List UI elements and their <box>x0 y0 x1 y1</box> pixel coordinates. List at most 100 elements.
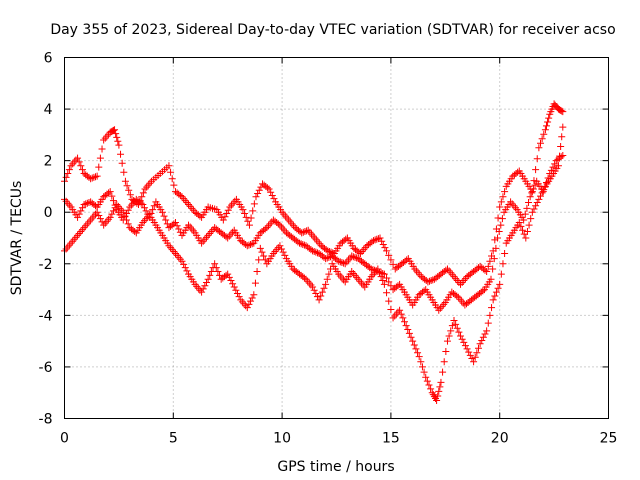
data-point-marker <box>142 215 150 223</box>
data-point-marker <box>188 225 196 233</box>
data-point-marker <box>358 248 366 256</box>
data-point-marker <box>311 234 319 242</box>
data-point-marker <box>74 154 82 162</box>
data-point-marker <box>520 216 528 224</box>
data-point-marker <box>170 248 178 256</box>
data-point-marker <box>435 387 443 395</box>
data-point-marker <box>456 295 464 303</box>
data-point-marker <box>313 293 321 301</box>
data-point-marker <box>103 132 111 140</box>
data-point-marker <box>168 175 176 183</box>
data-point-marker <box>401 318 408 326</box>
data-point-marker <box>336 258 344 266</box>
data-point-marker <box>267 188 275 196</box>
data-point-marker <box>528 189 536 197</box>
data-point-marker <box>471 353 479 361</box>
data-point-marker <box>542 122 550 130</box>
data-point-marker <box>426 277 434 285</box>
data-point-marker <box>526 193 534 201</box>
data-point-marker <box>283 214 291 222</box>
data-point-marker <box>356 277 364 285</box>
data-point-marker <box>255 256 263 264</box>
data-point-marker <box>385 278 393 286</box>
data-point-marker <box>412 267 420 275</box>
data-point-marker <box>537 139 544 147</box>
data-point-marker <box>489 296 497 304</box>
data-point-marker <box>304 277 312 285</box>
data-point-marker <box>75 229 83 237</box>
data-point-marker <box>438 302 446 310</box>
data-point-marker <box>80 224 88 232</box>
data-point-marker <box>281 212 289 220</box>
data-point-marker <box>227 277 235 285</box>
data-point-marker <box>532 202 540 210</box>
data-point-marker <box>299 240 307 248</box>
chart-title: Day 355 of 2023, Sidereal Day-to-day VTE… <box>50 22 615 38</box>
data-point-marker <box>396 306 404 314</box>
data-point-marker <box>521 210 529 218</box>
data-point-marker <box>448 322 456 330</box>
data-point-marker <box>77 207 85 215</box>
data-point-marker <box>111 204 119 212</box>
data-point-marker <box>170 181 178 189</box>
data-point-marker <box>113 200 121 208</box>
data-point-marker <box>496 203 504 211</box>
data-point-marker <box>372 267 380 275</box>
data-point-marker <box>158 208 166 216</box>
data-point-marker <box>65 201 73 209</box>
data-point-marker <box>394 308 402 316</box>
data-point-marker <box>121 212 129 220</box>
data-point-marker <box>530 205 538 213</box>
data-point-marker <box>376 234 384 242</box>
data-point-marker <box>380 280 388 288</box>
data-point-marker <box>143 183 151 191</box>
data-point-marker <box>491 292 499 300</box>
data-point-marker <box>90 212 98 220</box>
data-point-marker <box>455 328 463 336</box>
data-point-marker <box>214 268 222 276</box>
data-point-marker <box>478 336 486 344</box>
data-point-marker <box>458 278 466 286</box>
data-point-marker <box>241 210 249 218</box>
data-point-marker <box>72 233 80 241</box>
data-point-marker <box>442 266 450 274</box>
data-point-marker <box>323 275 331 283</box>
data-point-marker <box>256 244 264 252</box>
data-point-marker <box>344 256 352 264</box>
data-point-marker <box>238 298 246 306</box>
data-point-marker <box>206 271 214 279</box>
data-point-marker <box>278 223 286 231</box>
data-point-marker <box>310 248 318 256</box>
data-point-marker <box>355 248 363 256</box>
data-point-marker <box>62 197 70 205</box>
data-point-marker <box>391 312 399 320</box>
data-point-marker <box>230 283 238 291</box>
data-point-marker <box>178 257 186 265</box>
data-point-marker <box>253 268 261 276</box>
data-point-marker <box>226 203 234 211</box>
data-point-marker <box>498 215 506 223</box>
data-point-marker <box>517 222 525 230</box>
data-point-marker <box>290 222 298 230</box>
data-point-marker <box>484 319 492 327</box>
data-point-marker <box>123 216 131 224</box>
data-point-marker <box>494 284 502 292</box>
data-point-marker <box>199 285 207 293</box>
data-point-marker <box>381 244 389 252</box>
data-point-marker <box>93 208 101 216</box>
data-point-marker <box>175 253 183 261</box>
data-point-marker <box>64 199 72 207</box>
data-point-marker <box>442 347 450 355</box>
data-point-marker <box>268 218 276 226</box>
data-point-marker <box>300 274 308 282</box>
data-point-marker <box>327 248 335 256</box>
data-point-marker <box>312 236 320 244</box>
data-point-marker <box>249 207 257 215</box>
data-point-marker <box>375 269 383 277</box>
data-point-marker <box>180 195 188 203</box>
data-point-marker <box>407 333 415 341</box>
data-point-marker <box>409 337 417 345</box>
data-point-marker <box>202 233 210 241</box>
data-point-marker <box>286 218 294 226</box>
x-tick-label: 5 <box>169 431 178 447</box>
